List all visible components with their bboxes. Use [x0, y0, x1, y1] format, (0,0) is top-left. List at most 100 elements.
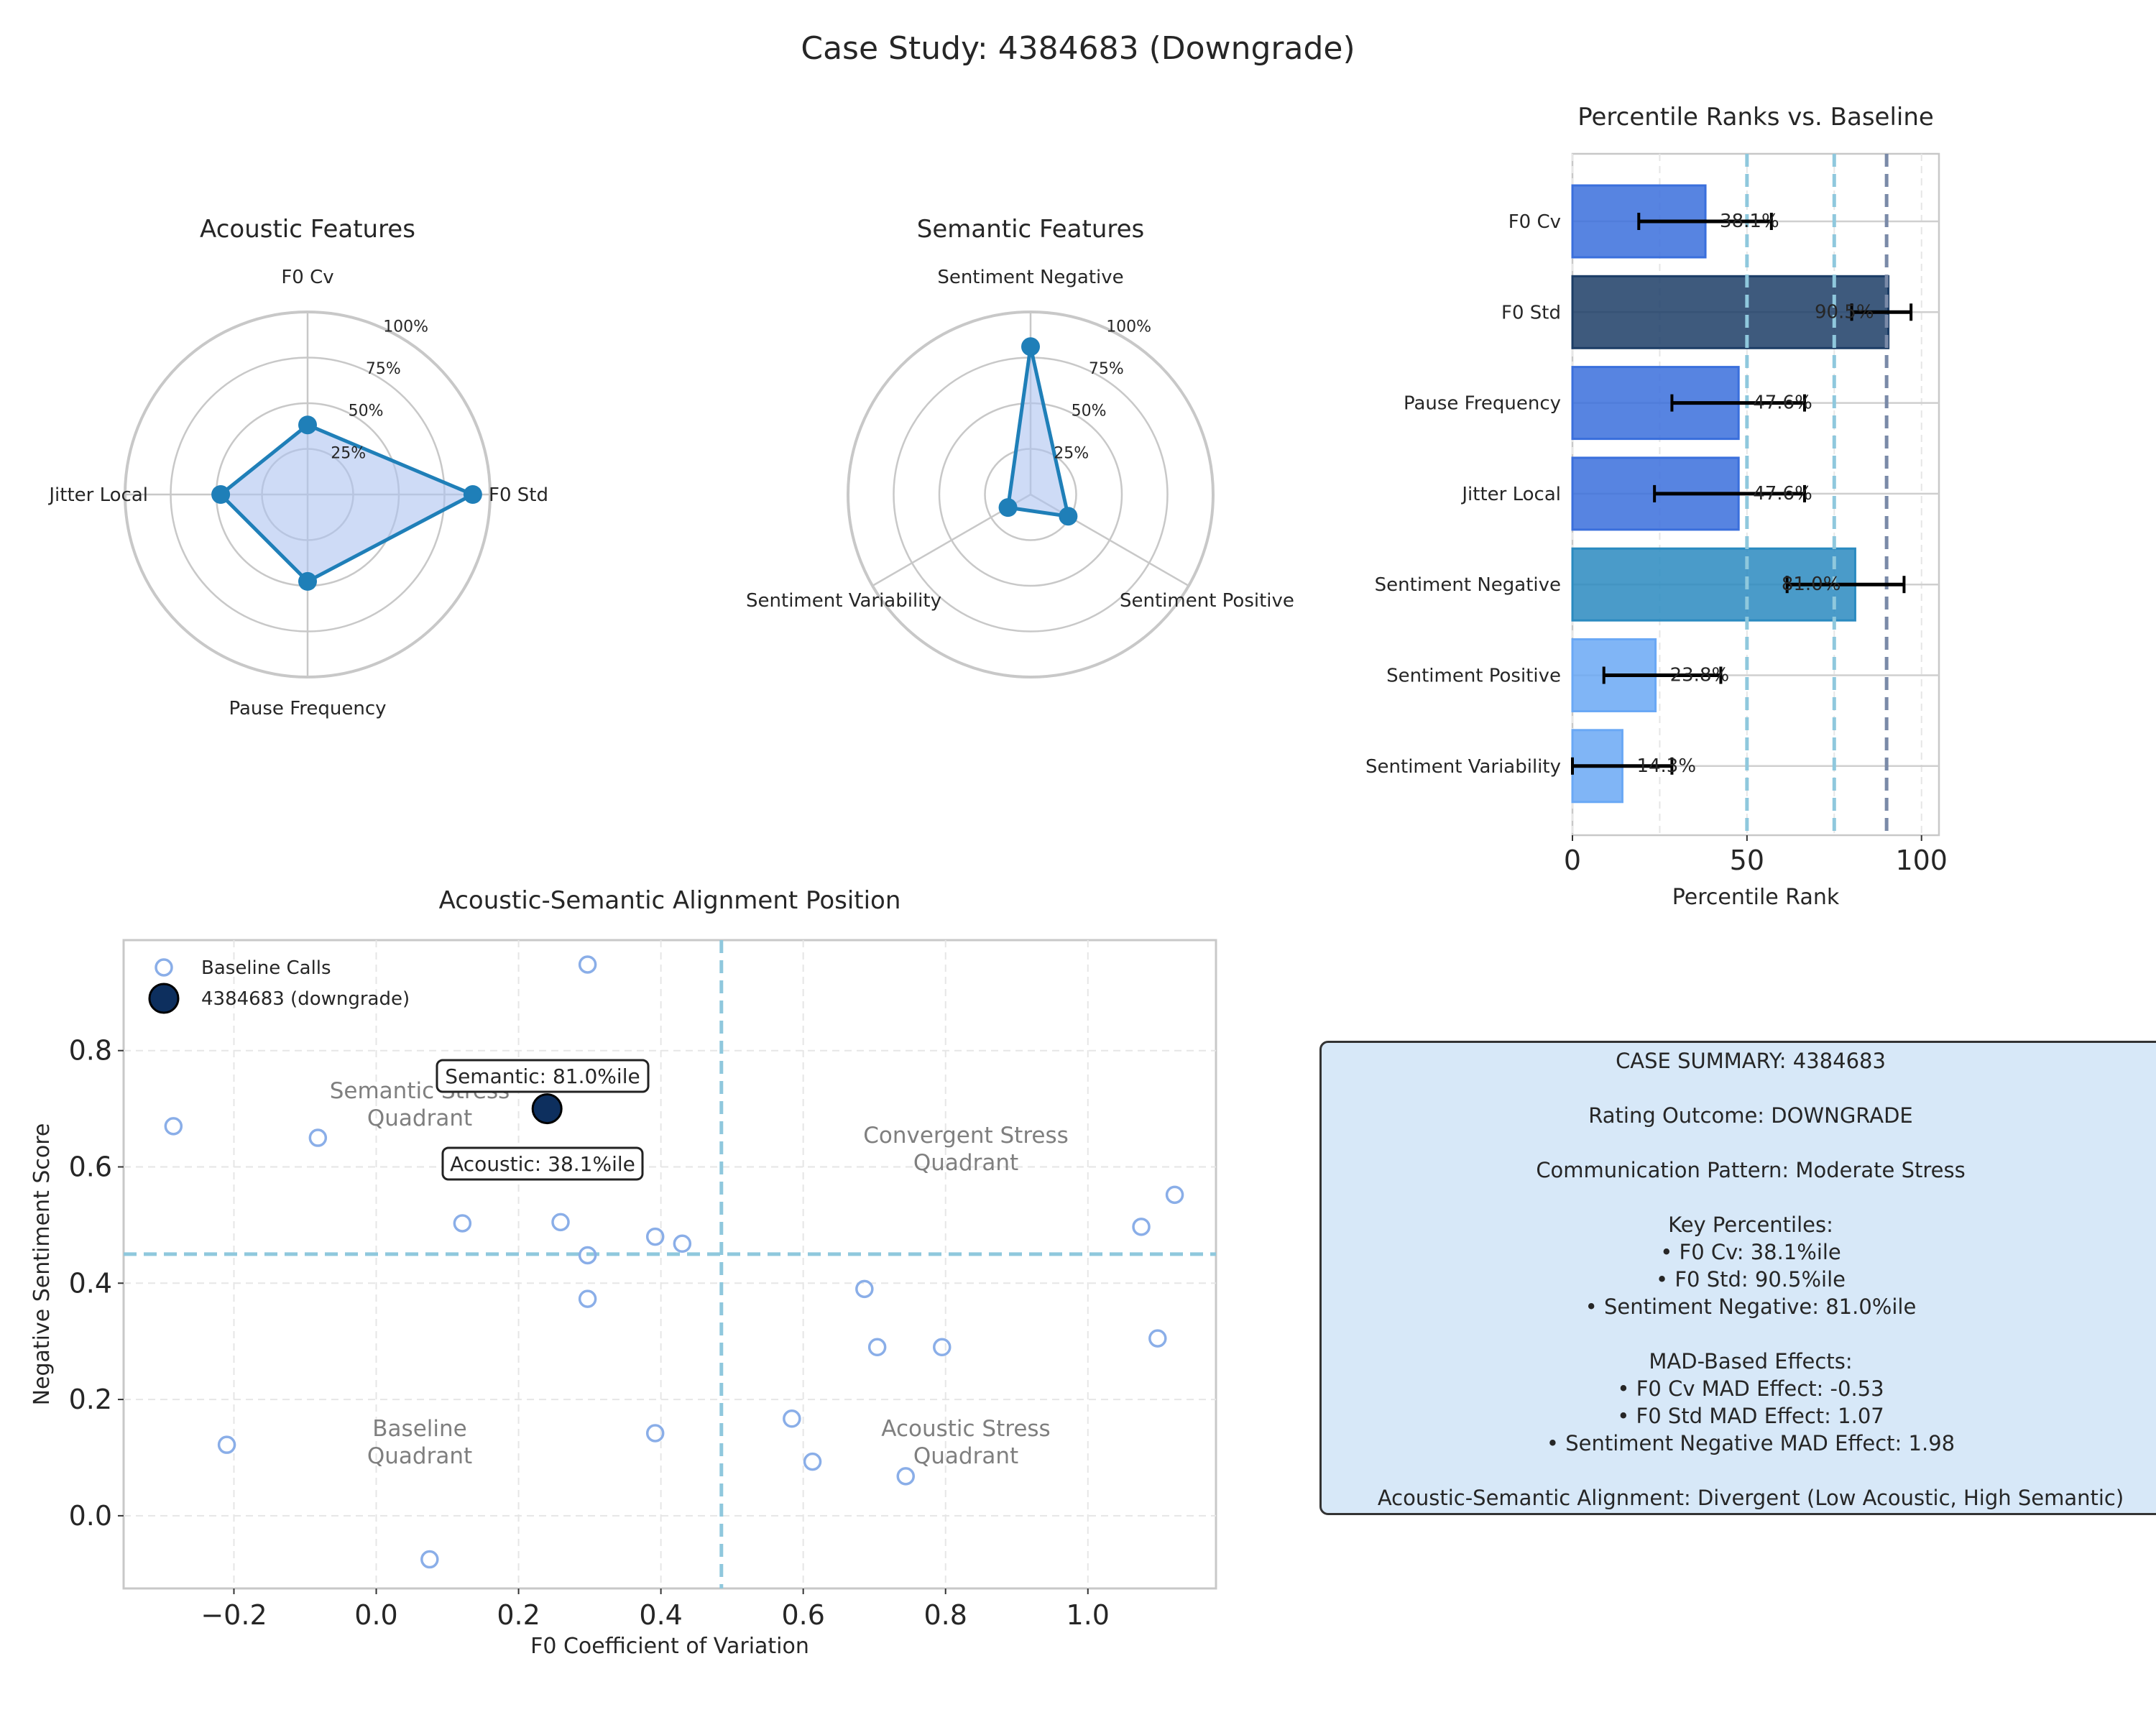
annotation-acoustic-box	[441, 1146, 644, 1181]
bar-category-label: Sentiment Positive	[1386, 666, 1561, 687]
bar-value-label: 47.6%	[1753, 483, 1812, 505]
legend-baseline-label: Baseline Calls	[201, 957, 331, 979]
bar-value-label: 81.0%	[1782, 574, 1841, 595]
radar-point	[1059, 507, 1078, 526]
scatter-baseline-point	[867, 1338, 887, 1357]
scatter-baseline-point	[308, 1128, 328, 1147]
radar-ring-label: 25%	[331, 444, 366, 462]
legend-baseline-marker	[155, 958, 173, 977]
radar-point	[1021, 337, 1040, 356]
summary-percentile-item: • Sentiment Negative: 81.0%ile	[1585, 1294, 1917, 1319]
radar-ring-label: 50%	[1072, 402, 1107, 420]
summary-pattern: Communication Pattern: Moderate Stress	[1536, 1158, 1966, 1182]
scatter-baseline-point	[673, 1234, 692, 1254]
radar-axis-label: Sentiment Positive	[1120, 590, 1294, 612]
scatter-x-tick-label: 1.0	[1067, 1599, 1110, 1631]
scatter-y-tick-label: 0.4	[69, 1267, 112, 1299]
bar-value-label: 23.8%	[1670, 665, 1730, 686]
scatter-baseline-point	[896, 1467, 916, 1486]
summary-title: CASE SUMMARY: 4384683	[1616, 1049, 1886, 1073]
bar-value-label: 14.3%	[1636, 755, 1696, 777]
bar-category-label: Jitter Local	[1460, 484, 1561, 505]
legend-case-marker	[148, 983, 180, 1014]
scatter-x-tick-label: −0.2	[201, 1599, 267, 1631]
summary-percentiles-header: Key Percentiles:	[1668, 1213, 1833, 1237]
radar-title: Acoustic Features	[200, 215, 415, 244]
scatter-baseline-point	[645, 1424, 665, 1443]
bar-category-label: F0 Std	[1501, 302, 1561, 323]
scatter-y-tick-label: 0.0	[69, 1500, 112, 1532]
radar-point	[298, 415, 317, 435]
scatter-baseline-point	[551, 1213, 570, 1232]
radar-ring-label: 75%	[1089, 360, 1124, 378]
quadrant-label-baseline: Baseline	[372, 1416, 466, 1442]
quadrant-label-convergent-stress: Convergent Stress	[863, 1123, 1069, 1149]
radar-point	[211, 485, 231, 504]
quadrant-label-convergent-stress: Quadrant	[913, 1150, 1018, 1176]
quadrant-label-acoustic-stress: Quadrant	[913, 1443, 1018, 1469]
scatter-baseline-point	[578, 955, 597, 974]
case-summary-box: CASE SUMMARY: 4384683 Rating Outcome: DO…	[1319, 1041, 2156, 1515]
bar-category-label: Pause Frequency	[1404, 393, 1561, 415]
scatter-baseline-point	[1132, 1218, 1151, 1236]
bar-category-label: Sentiment Variability	[1365, 756, 1561, 778]
scatter-baseline-point	[164, 1117, 183, 1136]
radar-axis-label: Pause Frequency	[229, 698, 386, 719]
scatter-x-axis-label: F0 Coefficient of Variation	[530, 1634, 809, 1659]
semantic-radar-chart: Semantic Features 25% 50% 75% 100% Sentiment …	[746, 215, 1294, 678]
summary-effect-item: • Sentiment Negative MAD Effect: 1.98	[1546, 1431, 1955, 1455]
bar-x-tick-label: 100	[1895, 845, 1948, 876]
bar-x-axis-label: Percentile Rank	[1672, 885, 1840, 910]
radar-axis-label: Sentiment Negative	[937, 267, 1123, 288]
acoustic-radar-chart: Acoustic Features 25% 50% 75% 100% F0 Cv F0 St…	[47, 215, 548, 719]
radar-axis-label: F0 Cv	[281, 267, 333, 288]
bar-category-label: F0 Cv	[1508, 211, 1561, 233]
scatter-baseline-point	[1148, 1329, 1167, 1348]
quadrant-label-acoustic-stress: Acoustic Stress	[881, 1416, 1050, 1442]
scatter-y-tick-label: 0.6	[69, 1151, 112, 1182]
scatter-x-tick-label: 0.2	[497, 1599, 540, 1631]
scatter-baseline-point	[420, 1550, 439, 1569]
bar-chart-title: Percentile Ranks vs. Baseline	[1577, 103, 1934, 132]
scatter-baseline-point	[453, 1214, 472, 1233]
summary-alignment: Acoustic-Semantic Alignment: Divergent (…	[1377, 1486, 2124, 1510]
bar-value-label: 47.6%	[1753, 392, 1812, 414]
alignment-scatter-chart: Acoustic-Semantic Alignment Position Sema…	[29, 886, 1217, 1659]
scatter-x-tick-label: 0.0	[354, 1599, 397, 1631]
scatter-baseline-point	[645, 1227, 665, 1246]
scatter-baseline-point	[217, 1435, 236, 1454]
scatter-y-axis-label: Negative Sentiment Score	[29, 1123, 55, 1406]
scatter-x-tick-label: 0.6	[781, 1599, 824, 1631]
scatter-baseline-point	[803, 1452, 822, 1471]
radar-ring-label: 75%	[366, 360, 401, 378]
quadrant-label-baseline: Quadrant	[367, 1443, 472, 1469]
radar-ring-label: 100%	[383, 318, 428, 336]
scatter-baseline-point	[783, 1409, 801, 1428]
summary-effect-item: • F0 Std MAD Effect: 1.07	[1617, 1404, 1884, 1428]
annotation-semantic: Semantic: 81.0%ile	[445, 1064, 640, 1088]
radar-axis-label: Sentiment Variability	[746, 590, 941, 612]
bar-category-label: Sentiment Negative	[1375, 574, 1561, 596]
scatter-baseline-point	[1165, 1185, 1184, 1205]
quadrant-label-semantic-stress: Quadrant	[367, 1105, 472, 1131]
scatter-plot-frame	[122, 939, 1217, 1590]
radar-title: Semantic Features	[917, 215, 1144, 244]
scatter-y-tick-label: 0.8	[69, 1035, 112, 1067]
summary-percentile-item: • F0 Std: 90.5%ile	[1656, 1267, 1846, 1292]
summary-percentile-item: • F0 Cv: 38.1%ile	[1660, 1240, 1841, 1264]
bar-x-tick-label: 0	[1564, 845, 1581, 876]
radar-axis-label: Jitter Local	[47, 484, 148, 506]
scatter-baseline-point	[578, 1289, 597, 1308]
figure-title: Case Study: 4384683 (Downgrade)	[801, 30, 1355, 67]
scatter-baseline-point	[933, 1338, 952, 1357]
scatter-x-tick-label: 0.4	[639, 1599, 682, 1631]
bar-value-label: 90.5%	[1815, 301, 1874, 323]
scatter-y-tick-label: 0.2	[69, 1384, 112, 1415]
percentile-bar-chart: Percentile Ranks vs. Baseline 38.1% 90.5% 4…	[1365, 103, 1948, 910]
scatter-baseline-point	[578, 1246, 597, 1265]
summary-outcome: Rating Outcome: DOWNGRADE	[1588, 1103, 1913, 1128]
radar-area	[1006, 344, 1070, 518]
radar-point	[463, 485, 482, 504]
